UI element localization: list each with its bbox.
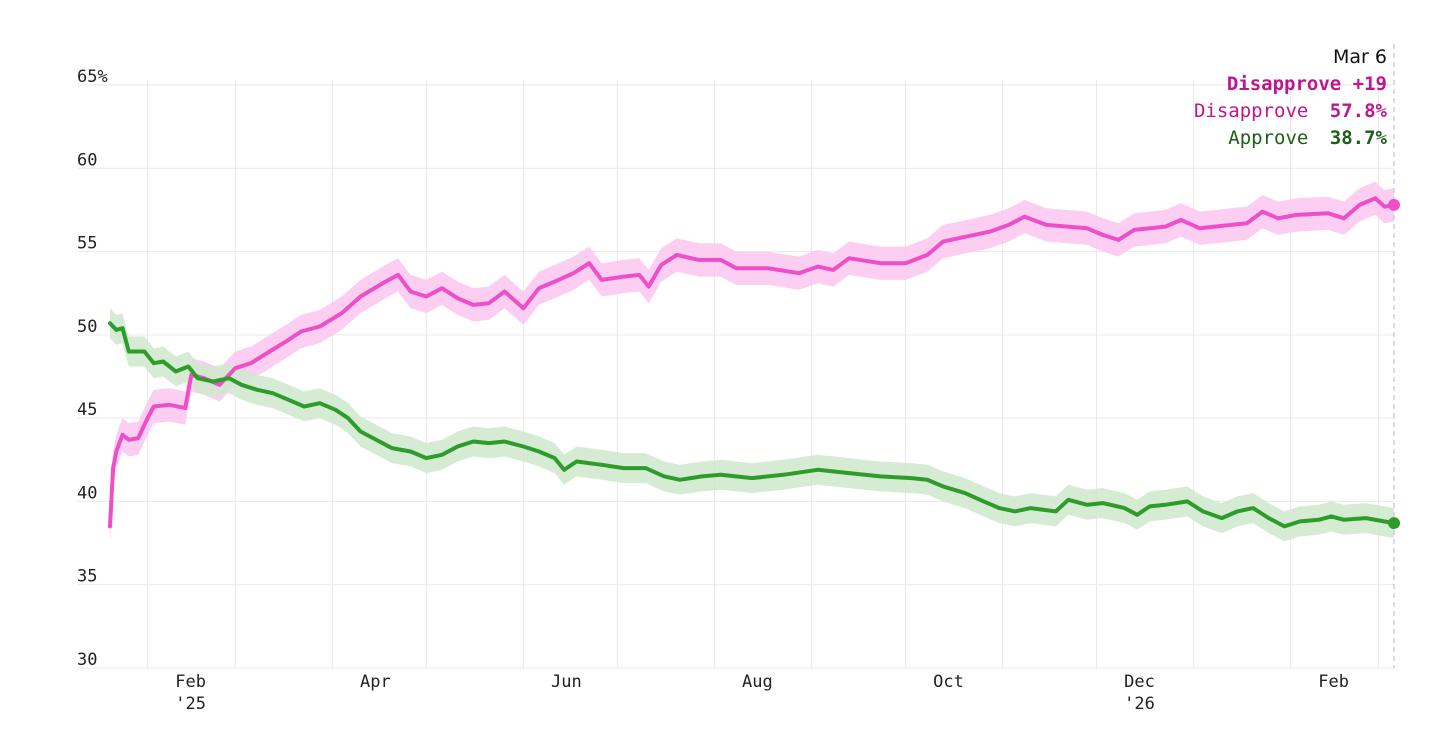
- y-tick-label: 60: [77, 150, 97, 170]
- y-tick-label: 30: [77, 650, 97, 670]
- readout-approve-value: 38.7%: [1330, 127, 1388, 149]
- y-tick-label: 40: [77, 483, 97, 503]
- y-tick-label: 65%: [77, 67, 108, 87]
- hover-readout: Mar 6 Disapprove +19 Disapprove 57.8% Ap…: [1194, 46, 1388, 149]
- readout-disapprove-value: 57.8%: [1330, 100, 1388, 122]
- x-tick-label: Feb: [1318, 672, 1349, 692]
- y-tick-label: 50: [77, 317, 97, 337]
- disapprove-end-marker: [1388, 198, 1400, 211]
- readout-disapprove: Disapprove 57.8%: [1194, 100, 1388, 122]
- x-tick-label: Feb: [175, 672, 206, 692]
- end-point-markers: [1388, 198, 1400, 530]
- x-tick-label: Aug: [742, 672, 773, 692]
- approve-line: [108, 321, 1396, 529]
- x-tick-year-label: '25: [175, 694, 206, 714]
- readout-date: Mar 6: [1333, 46, 1387, 68]
- y-tick-label: 45: [77, 400, 97, 420]
- readout-approve: Approve 38.7%: [1228, 127, 1387, 149]
- x-tick-label: Dec: [1124, 672, 1155, 692]
- x-tick-label: Jun: [551, 672, 582, 692]
- readout-disapprove-label: Disapprove: [1194, 100, 1308, 122]
- readout-approve-label: Approve: [1228, 127, 1308, 149]
- disapprove-confidence-band: [110, 181, 1394, 544]
- gridlines: [78, 80, 1394, 669]
- x-tick-year-label: '26: [1124, 694, 1155, 714]
- series-lines: [108, 196, 1396, 529]
- y-axis-ticks: 65% 60 55 50 45 40 35 30: [77, 67, 108, 670]
- y-tick-label: 35: [77, 567, 97, 587]
- confidence-bands: [110, 181, 1394, 544]
- y-tick-label: 55: [77, 234, 97, 254]
- readout-net-margin: Disapprove +19: [1227, 73, 1387, 95]
- x-tick-label: Oct: [933, 672, 964, 692]
- approve-end-marker: [1388, 517, 1400, 530]
- x-tick-label: Apr: [360, 672, 391, 692]
